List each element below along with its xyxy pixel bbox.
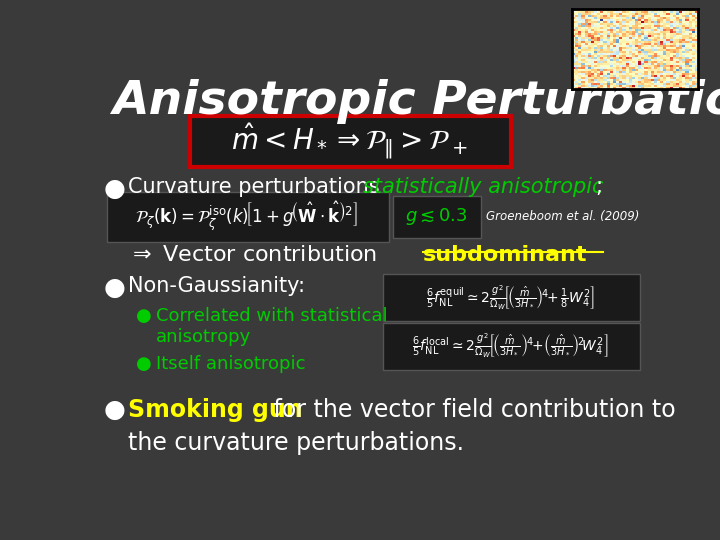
Text: ;: ; <box>595 177 602 197</box>
FancyBboxPatch shape <box>393 196 481 238</box>
Text: Curvature perturbations: Curvature perturbations <box>128 177 386 197</box>
Text: ●: ● <box>136 355 151 373</box>
FancyBboxPatch shape <box>383 274 639 321</box>
Text: $g \lesssim 0.3$: $g \lesssim 0.3$ <box>405 206 467 227</box>
Text: ●: ● <box>104 276 126 300</box>
Text: ●: ● <box>104 177 126 201</box>
Text: Smoking gun: Smoking gun <box>128 399 302 422</box>
FancyBboxPatch shape <box>383 322 639 369</box>
Text: $\frac{6}{5}f_{\rm NL}^{\rm equil} \simeq 2\frac{g^2}{\Omega_W}\!\left[\!\left(\: $\frac{6}{5}f_{\rm NL}^{\rm equil} \sime… <box>426 284 595 312</box>
Text: for the vector field contribution to: for the vector field contribution to <box>266 399 675 422</box>
Text: ●: ● <box>104 399 126 422</box>
Text: Groeneboom et al. (2009): Groeneboom et al. (2009) <box>486 211 639 224</box>
Text: $\mathcal{P}_\zeta(\mathbf{k}) = \mathcal{P}_\zeta^{\rm iso}(k)\!\left[1 + g\!\l: $\mathcal{P}_\zeta(\mathbf{k}) = \mathca… <box>135 200 358 233</box>
Text: Anisotropic Perturbations: Anisotropic Perturbations <box>112 79 720 124</box>
Text: $\frac{6}{5}f_{\rm NL}^{\rm local} \simeq 2\frac{g^2}{\Omega_W}\!\left[\!\left(\: $\frac{6}{5}f_{\rm NL}^{\rm local} \sime… <box>413 332 609 360</box>
Text: the curvature perturbations.: the curvature perturbations. <box>128 431 464 455</box>
FancyBboxPatch shape <box>107 192 389 241</box>
Text: Itself anisotropic: Itself anisotropic <box>156 355 305 373</box>
Text: $\Rightarrow$ Vector contribution: $\Rightarrow$ Vector contribution <box>128 245 379 265</box>
Text: $\hat{m} < H_* \Rightarrow \mathcal{P}_{\|} > \mathcal{P}_+$: $\hat{m} < H_* \Rightarrow \mathcal{P}_{… <box>231 122 468 161</box>
Text: statistically anisotropic: statistically anisotropic <box>364 177 604 197</box>
Text: anisotropy: anisotropy <box>156 328 251 346</box>
Text: ●: ● <box>136 307 151 325</box>
FancyBboxPatch shape <box>190 116 511 167</box>
Text: Correlated with statistical: Correlated with statistical <box>156 307 387 325</box>
Text: Non-Gaussianity:: Non-Gaussianity: <box>128 276 305 296</box>
Text: subdominant: subdominant <box>423 245 587 265</box>
